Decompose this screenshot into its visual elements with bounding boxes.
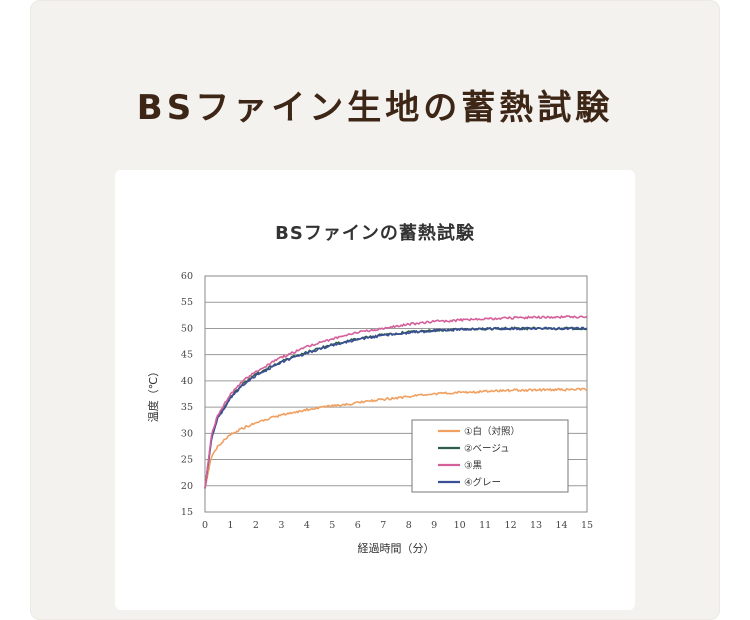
y-tick-label: 35 xyxy=(181,402,193,413)
legend-label: ②ベージュ xyxy=(464,444,510,455)
y-tick-label: 25 xyxy=(181,455,193,466)
y-tick-label: 15 xyxy=(181,507,193,518)
x-tick-label: 5 xyxy=(329,520,335,531)
x-tick-label: 11 xyxy=(479,520,491,531)
y-tick-label: 20 xyxy=(181,481,193,492)
x-tick-label: 13 xyxy=(530,520,542,531)
x-tick-label: 2 xyxy=(253,520,259,531)
x-tick-label: 8 xyxy=(406,520,412,531)
legend-label: ④グレー xyxy=(464,477,501,489)
x-tick-label: 0 xyxy=(202,520,208,531)
y-tick-label: 40 xyxy=(181,376,193,387)
x-tick-label: 12 xyxy=(505,520,517,531)
y-tick-label: 30 xyxy=(181,428,193,439)
legend-label: ③黒 xyxy=(464,461,483,472)
series-line xyxy=(204,387,588,489)
series-line xyxy=(204,315,588,489)
series-line xyxy=(204,326,588,489)
x-tick-label: 1 xyxy=(227,520,233,531)
x-tick-label: 10 xyxy=(454,520,466,531)
y-tick-label: 50 xyxy=(181,323,193,334)
page-title: BSファイン生地の蓄熱試験 xyxy=(136,88,614,128)
series-line xyxy=(204,326,587,489)
x-tick-label: 3 xyxy=(278,520,284,531)
x-axis-label: 経過時間（分） xyxy=(358,542,435,555)
x-tick-label: 4 xyxy=(304,520,310,531)
chart-title: BSファインの蓄熱試験 xyxy=(275,223,475,244)
y-tick-label: 45 xyxy=(181,350,193,361)
x-tick-label: 9 xyxy=(431,520,437,531)
y-tick-label: 55 xyxy=(181,297,193,308)
x-tick-label: 7 xyxy=(380,520,386,531)
legend-label: ①白（対照） xyxy=(464,426,520,438)
x-tick-label: 14 xyxy=(555,520,567,531)
y-axis-label: 温度（℃） xyxy=(146,366,160,422)
x-tick-label: 15 xyxy=(581,520,593,531)
y-tick-label: 60 xyxy=(181,271,193,282)
x-tick-label: 6 xyxy=(355,520,361,531)
